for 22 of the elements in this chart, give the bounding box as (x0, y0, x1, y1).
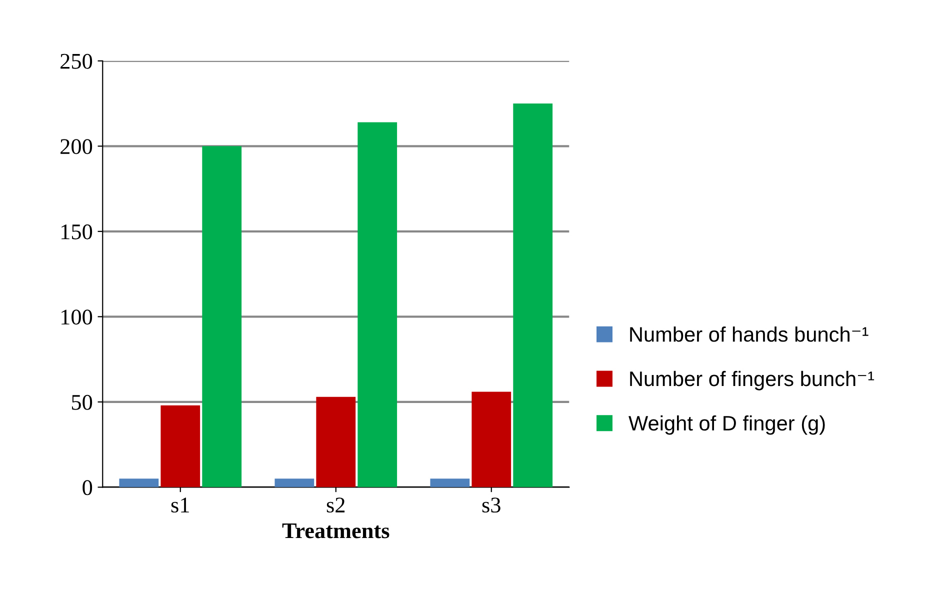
bar (472, 392, 512, 488)
x-tick-label: s1 (171, 498, 189, 513)
legend-label: Number of hands bunch⁻¹ (630, 326, 868, 342)
bar (274, 478, 314, 488)
bar (119, 478, 159, 488)
bar (202, 146, 242, 488)
bar (160, 405, 200, 488)
bar (430, 478, 470, 488)
x-axis-title: Treatments (282, 524, 390, 538)
y-tick-label: 0 (82, 480, 92, 496)
y-tick-label: 200 (60, 139, 92, 154)
bar (513, 104, 553, 488)
y-tick-label: 150 (62, 224, 92, 240)
y-tick-label: 100 (62, 310, 92, 325)
bar (316, 396, 356, 488)
bar (358, 122, 398, 488)
x-tick-label: s3 (482, 498, 500, 513)
x-tick-label: s2 (326, 498, 345, 513)
y-tick-label: 50 (72, 394, 92, 410)
legend-label: Weight of D finger (g) (628, 415, 825, 435)
legend-label: Number of fingers bunch⁻¹ (630, 370, 874, 390)
y-tick-label: 250 (60, 54, 92, 69)
